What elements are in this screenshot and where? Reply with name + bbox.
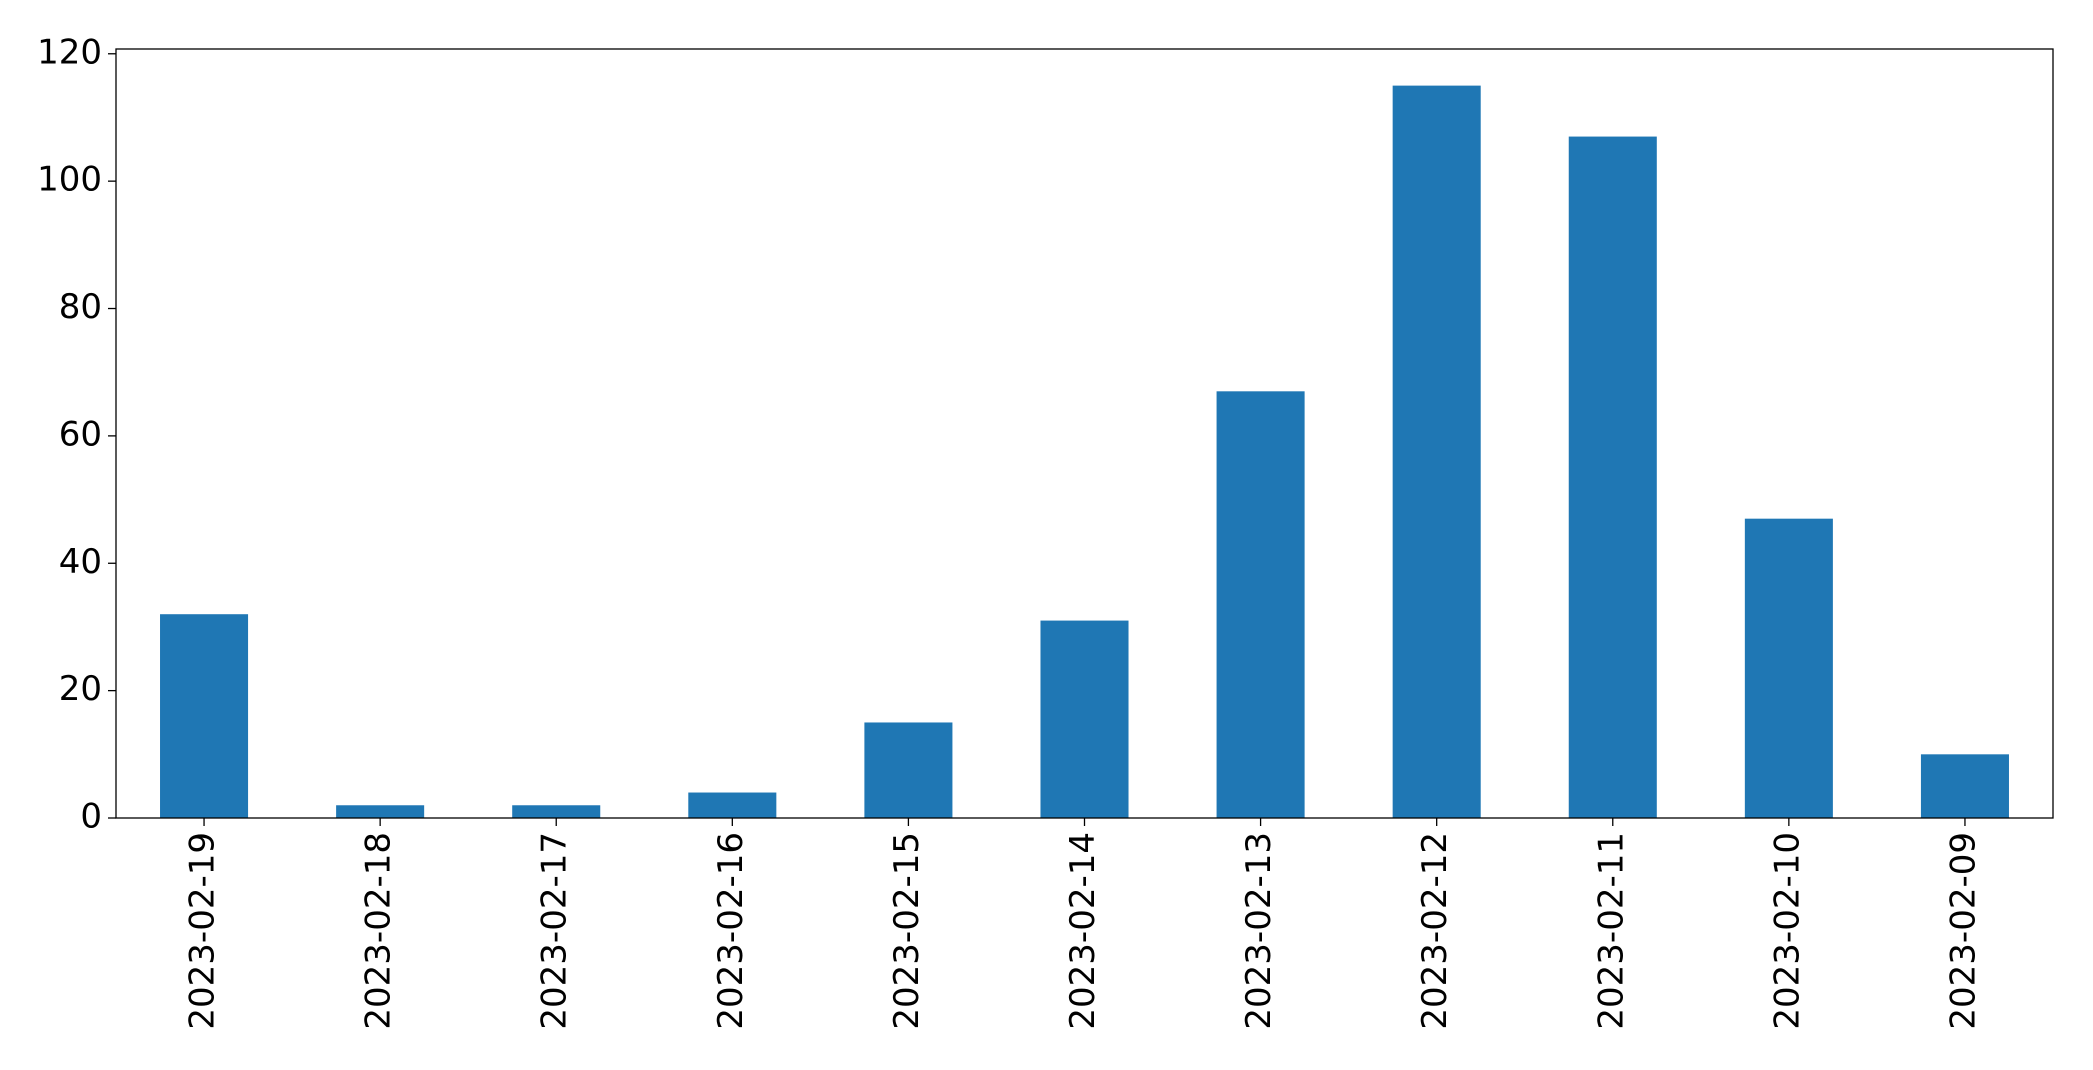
y-tick-label: 60 — [59, 414, 102, 454]
x-tick-label: 2023-02-09 — [1943, 832, 1983, 1030]
bar — [160, 614, 249, 818]
bar — [1568, 136, 1657, 819]
y-tick-label: 80 — [59, 287, 102, 327]
bar — [512, 805, 601, 818]
y-tick-label: 20 — [59, 669, 102, 709]
plot-frame — [115, 48, 2054, 819]
x-tick-label: 2023-02-15 — [887, 832, 927, 1030]
x-tick-label: 2023-02-18 — [359, 832, 399, 1030]
bar — [864, 722, 953, 818]
x-tick-label: 2023-02-13 — [1239, 832, 1279, 1030]
x-tick-label: 2023-02-11 — [1591, 832, 1631, 1030]
y-tick-label: 120 — [37, 32, 102, 72]
bar — [1216, 391, 1305, 818]
x-tick-label: 2023-02-12 — [1415, 832, 1455, 1030]
x-tick-label: 2023-02-19 — [183, 832, 223, 1030]
x-tick-label: 2023-02-17 — [535, 832, 575, 1030]
bar — [1392, 85, 1481, 819]
y-tick-label: 100 — [37, 160, 102, 200]
bar — [336, 805, 425, 818]
bar — [1744, 518, 1833, 818]
x-tick-label: 2023-02-14 — [1063, 832, 1103, 1030]
y-tick-label: 0 — [80, 797, 102, 837]
bar — [1920, 754, 2009, 818]
bar — [1040, 620, 1129, 818]
x-tick-label: 2023-02-10 — [1767, 832, 1807, 1030]
bar — [688, 792, 777, 818]
x-tick-label: 2023-02-16 — [711, 832, 751, 1030]
y-tick-label: 40 — [59, 542, 102, 582]
